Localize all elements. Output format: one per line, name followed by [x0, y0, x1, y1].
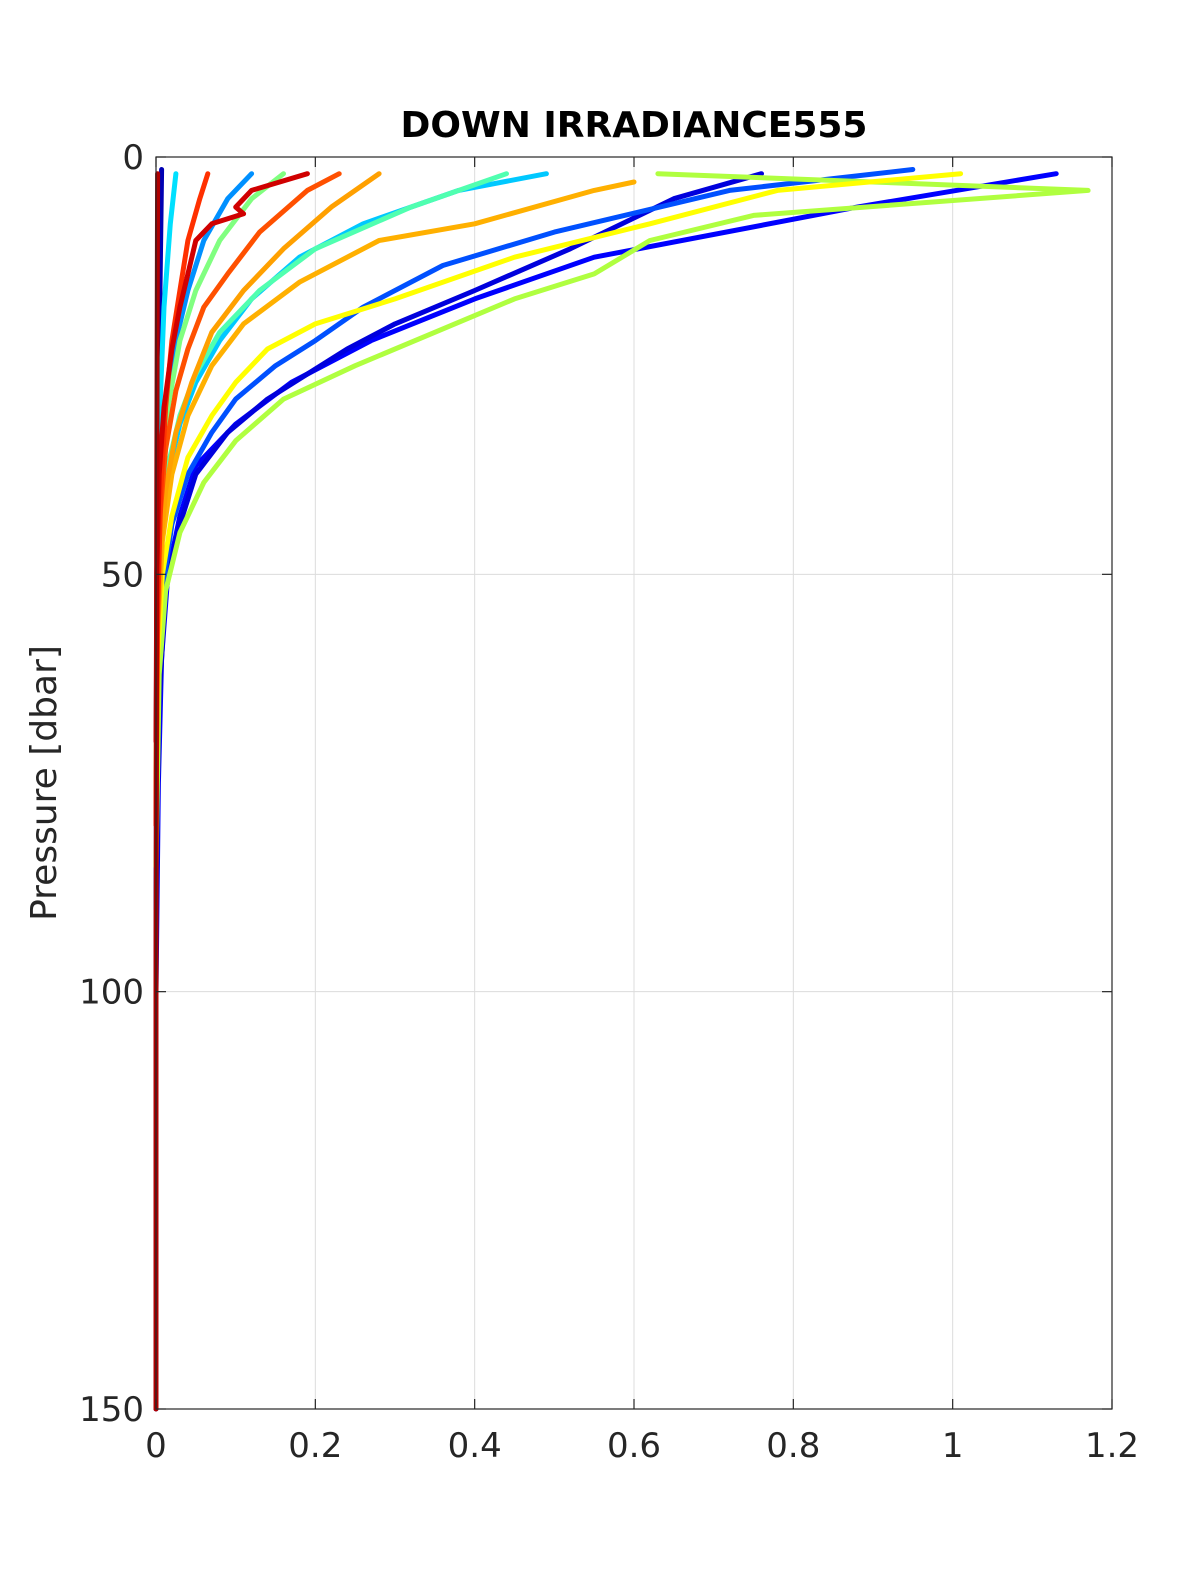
x-tick-label: 0.2	[288, 1426, 342, 1466]
profile-line-10	[153, 171, 1091, 869]
x-tick-label: 0.4	[448, 1426, 502, 1466]
grid-lines	[155, 156, 1113, 1410]
y-tick-label: 50	[101, 555, 144, 595]
x-tick-label: 0.8	[766, 1426, 820, 1466]
x-tick-label: 1	[942, 1426, 964, 1466]
y-tick-label: 0	[122, 138, 144, 178]
y-axis-label: Pressure [dbar]	[24, 645, 65, 921]
y-tick-label: 150	[79, 1390, 144, 1430]
y-tick-label: 100	[79, 973, 144, 1013]
chart-title: DOWN IRRADIANCE555	[401, 105, 868, 146]
series-layer	[153, 167, 1091, 1412]
profile-line-12	[153, 179, 637, 828]
x-tick-label: 0	[145, 1426, 167, 1466]
axes: 0 0.2 0.4 0.6 0.8 1 1.2 0 50 100 150	[79, 138, 1139, 1466]
profile-line-11	[153, 171, 964, 828]
profile-line-6	[153, 171, 549, 828]
profile-line-2	[153, 171, 1059, 995]
x-tick-label: 0.6	[607, 1426, 661, 1466]
x-tick-label: 1.2	[1085, 1426, 1139, 1466]
